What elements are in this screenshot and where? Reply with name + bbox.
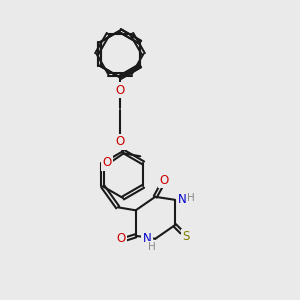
Text: O: O — [160, 174, 169, 187]
Text: H: H — [187, 193, 195, 203]
Text: O: O — [116, 135, 124, 148]
Text: S: S — [182, 230, 190, 243]
Text: N: N — [143, 232, 152, 245]
Text: O: O — [116, 232, 125, 245]
Text: N: N — [178, 193, 187, 206]
Text: O: O — [103, 156, 112, 170]
Text: H: H — [148, 242, 155, 252]
Text: O: O — [116, 83, 124, 97]
